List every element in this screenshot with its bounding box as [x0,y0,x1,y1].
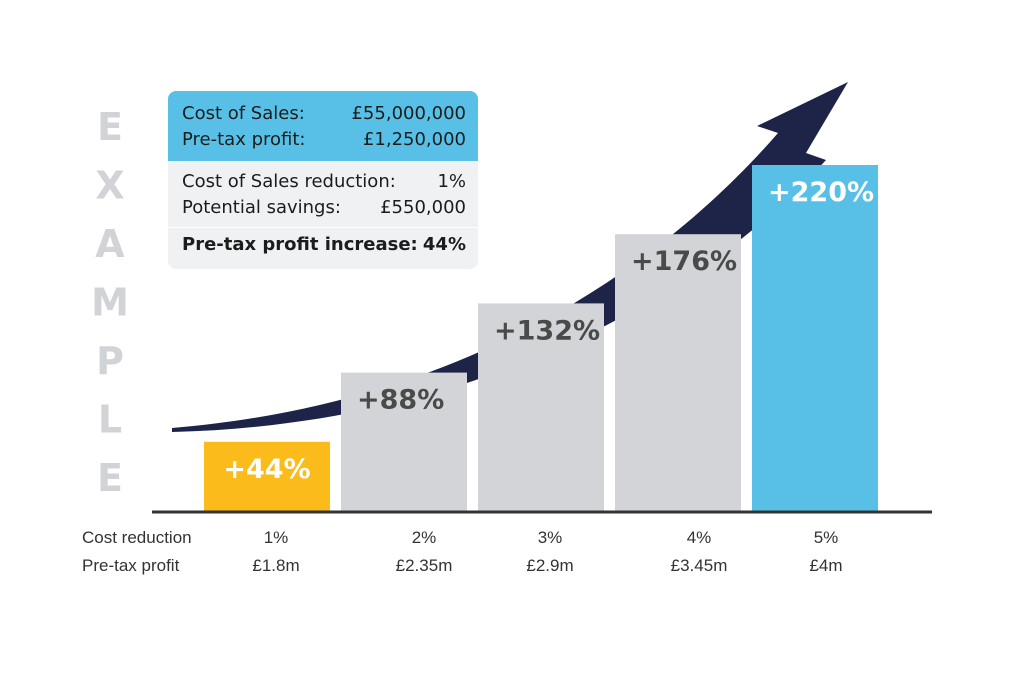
potential-savings-value: £550,000 [380,197,466,218]
pretax-profit-tick-label: £3.45m [670,556,728,575]
pretax-profit-value: £1,250,000 [362,129,466,150]
bar-data-label: +132% [494,315,600,346]
info-card-divider [168,227,478,228]
bar-2 [341,372,467,511]
pretax-profit-tick-label: £2.35m [395,556,453,575]
info-card-body: Cost of Sales reduction: 1% Potential sa… [168,161,478,258]
pretax-profit-row: Pre-tax profit: £1,250,000 [182,127,466,153]
example-watermark-letter: E [97,456,123,500]
example-watermark-letter: X [95,164,124,208]
cost-reduction-label: Cost of Sales reduction: [182,171,396,192]
potential-savings-label: Potential savings: [182,197,341,218]
cost-reduction-tick-label: 2% [411,528,437,547]
example-watermark-letter: P [96,339,124,383]
profit-increase-row: Pre-tax profit increase: 44% [182,232,466,258]
pretax-profit-tick-label: £2.9m [526,556,574,575]
cost-of-sales-label: Cost of Sales: [182,103,305,124]
cost-reduction-row-label: Cost reduction [82,528,192,547]
example-info-card: Cost of Sales: £55,000,000 Pre-tax profi… [168,91,478,269]
profit-increase-label: Pre-tax profit increase: [182,234,418,255]
bar-3 [478,303,604,511]
pretax-profit-label: Pre-tax profit: [182,129,306,150]
example-watermark-letter: E [97,105,123,149]
bar-5 [752,165,878,511]
example-watermark-letter: M [91,281,129,325]
bars: +44% +88% +132% +176% +220% [204,165,878,511]
cost-reduction-tick-label: 5% [813,528,839,547]
bar-data-label: +220% [768,177,874,208]
profit-increase-value: 44% [422,234,466,255]
bar-data-label: +44% [223,454,310,485]
bar-1 [204,441,330,511]
cost-of-sales-value: £55,000,000 [351,103,466,124]
bar-4 [615,234,741,511]
bar-data-label: +176% [631,246,737,277]
cost-reduction-tick-label: 3% [537,528,563,547]
example-watermark-letter: A [95,222,125,266]
example-watermark-letter: L [98,398,122,442]
potential-savings-row: Potential savings: £550,000 [182,195,466,221]
pretax-profit-tick-label: £4m [809,556,843,575]
cost-reduction-tick-label: 4% [686,528,712,547]
bar-data-label: +88% [357,385,444,416]
pretax-profit-tick-label: £1.8m [252,556,300,575]
cost-reduction-tick-label: 1% [263,528,289,547]
pretax-profit-row-label: Pre-tax profit [82,556,180,575]
cost-reduction-row: Cost of Sales reduction: 1% [182,169,466,195]
cost-reduction-value: 1% [437,171,466,192]
info-card-header: Cost of Sales: £55,000,000 Pre-tax profi… [168,91,478,161]
cost-of-sales-row: Cost of Sales: £55,000,000 [182,101,466,127]
